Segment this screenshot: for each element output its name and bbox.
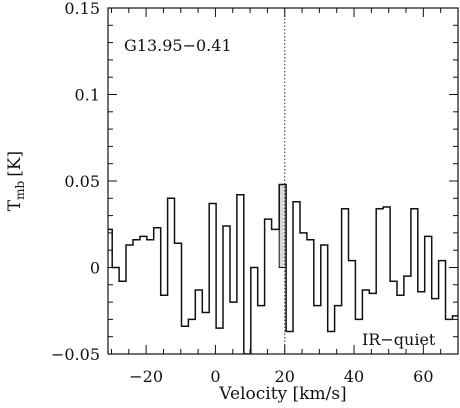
y-tick-label: 0 bbox=[90, 259, 100, 278]
y-axis-label-main: T bbox=[5, 199, 25, 211]
x-axis-label: Velocity [km/s] bbox=[218, 384, 346, 404]
y-tick-label: 0.15 bbox=[64, 0, 100, 18]
y-axis-label-unit: [K] bbox=[5, 151, 25, 177]
classification-label: IR−quiet bbox=[362, 330, 436, 349]
y-tick-label: 0.1 bbox=[75, 86, 100, 105]
tick-labels: −20 0 20 40 60 −0.05 0 0.05 0.1 0.15 bbox=[51, 0, 434, 386]
spectrum-series-line bbox=[108, 183, 458, 354]
x-tick-label: 40 bbox=[344, 367, 364, 386]
plot-area bbox=[108, 8, 458, 354]
y-tick-label: −0.05 bbox=[51, 345, 100, 364]
plot-frame bbox=[107, 7, 459, 355]
axis-ticks bbox=[108, 7, 459, 355]
x-tick-label: −20 bbox=[129, 367, 163, 386]
x-tick-label: 0 bbox=[210, 367, 220, 386]
y-tick-label: 0.05 bbox=[64, 172, 100, 191]
y-axis-label-sub: mb bbox=[13, 180, 27, 199]
source-name-label: G13.95−0.41 bbox=[124, 36, 232, 55]
x-tick-label: 20 bbox=[275, 367, 295, 386]
y-axis-label: Tmb [K] bbox=[5, 151, 27, 211]
x-tick-label: 60 bbox=[413, 367, 433, 386]
